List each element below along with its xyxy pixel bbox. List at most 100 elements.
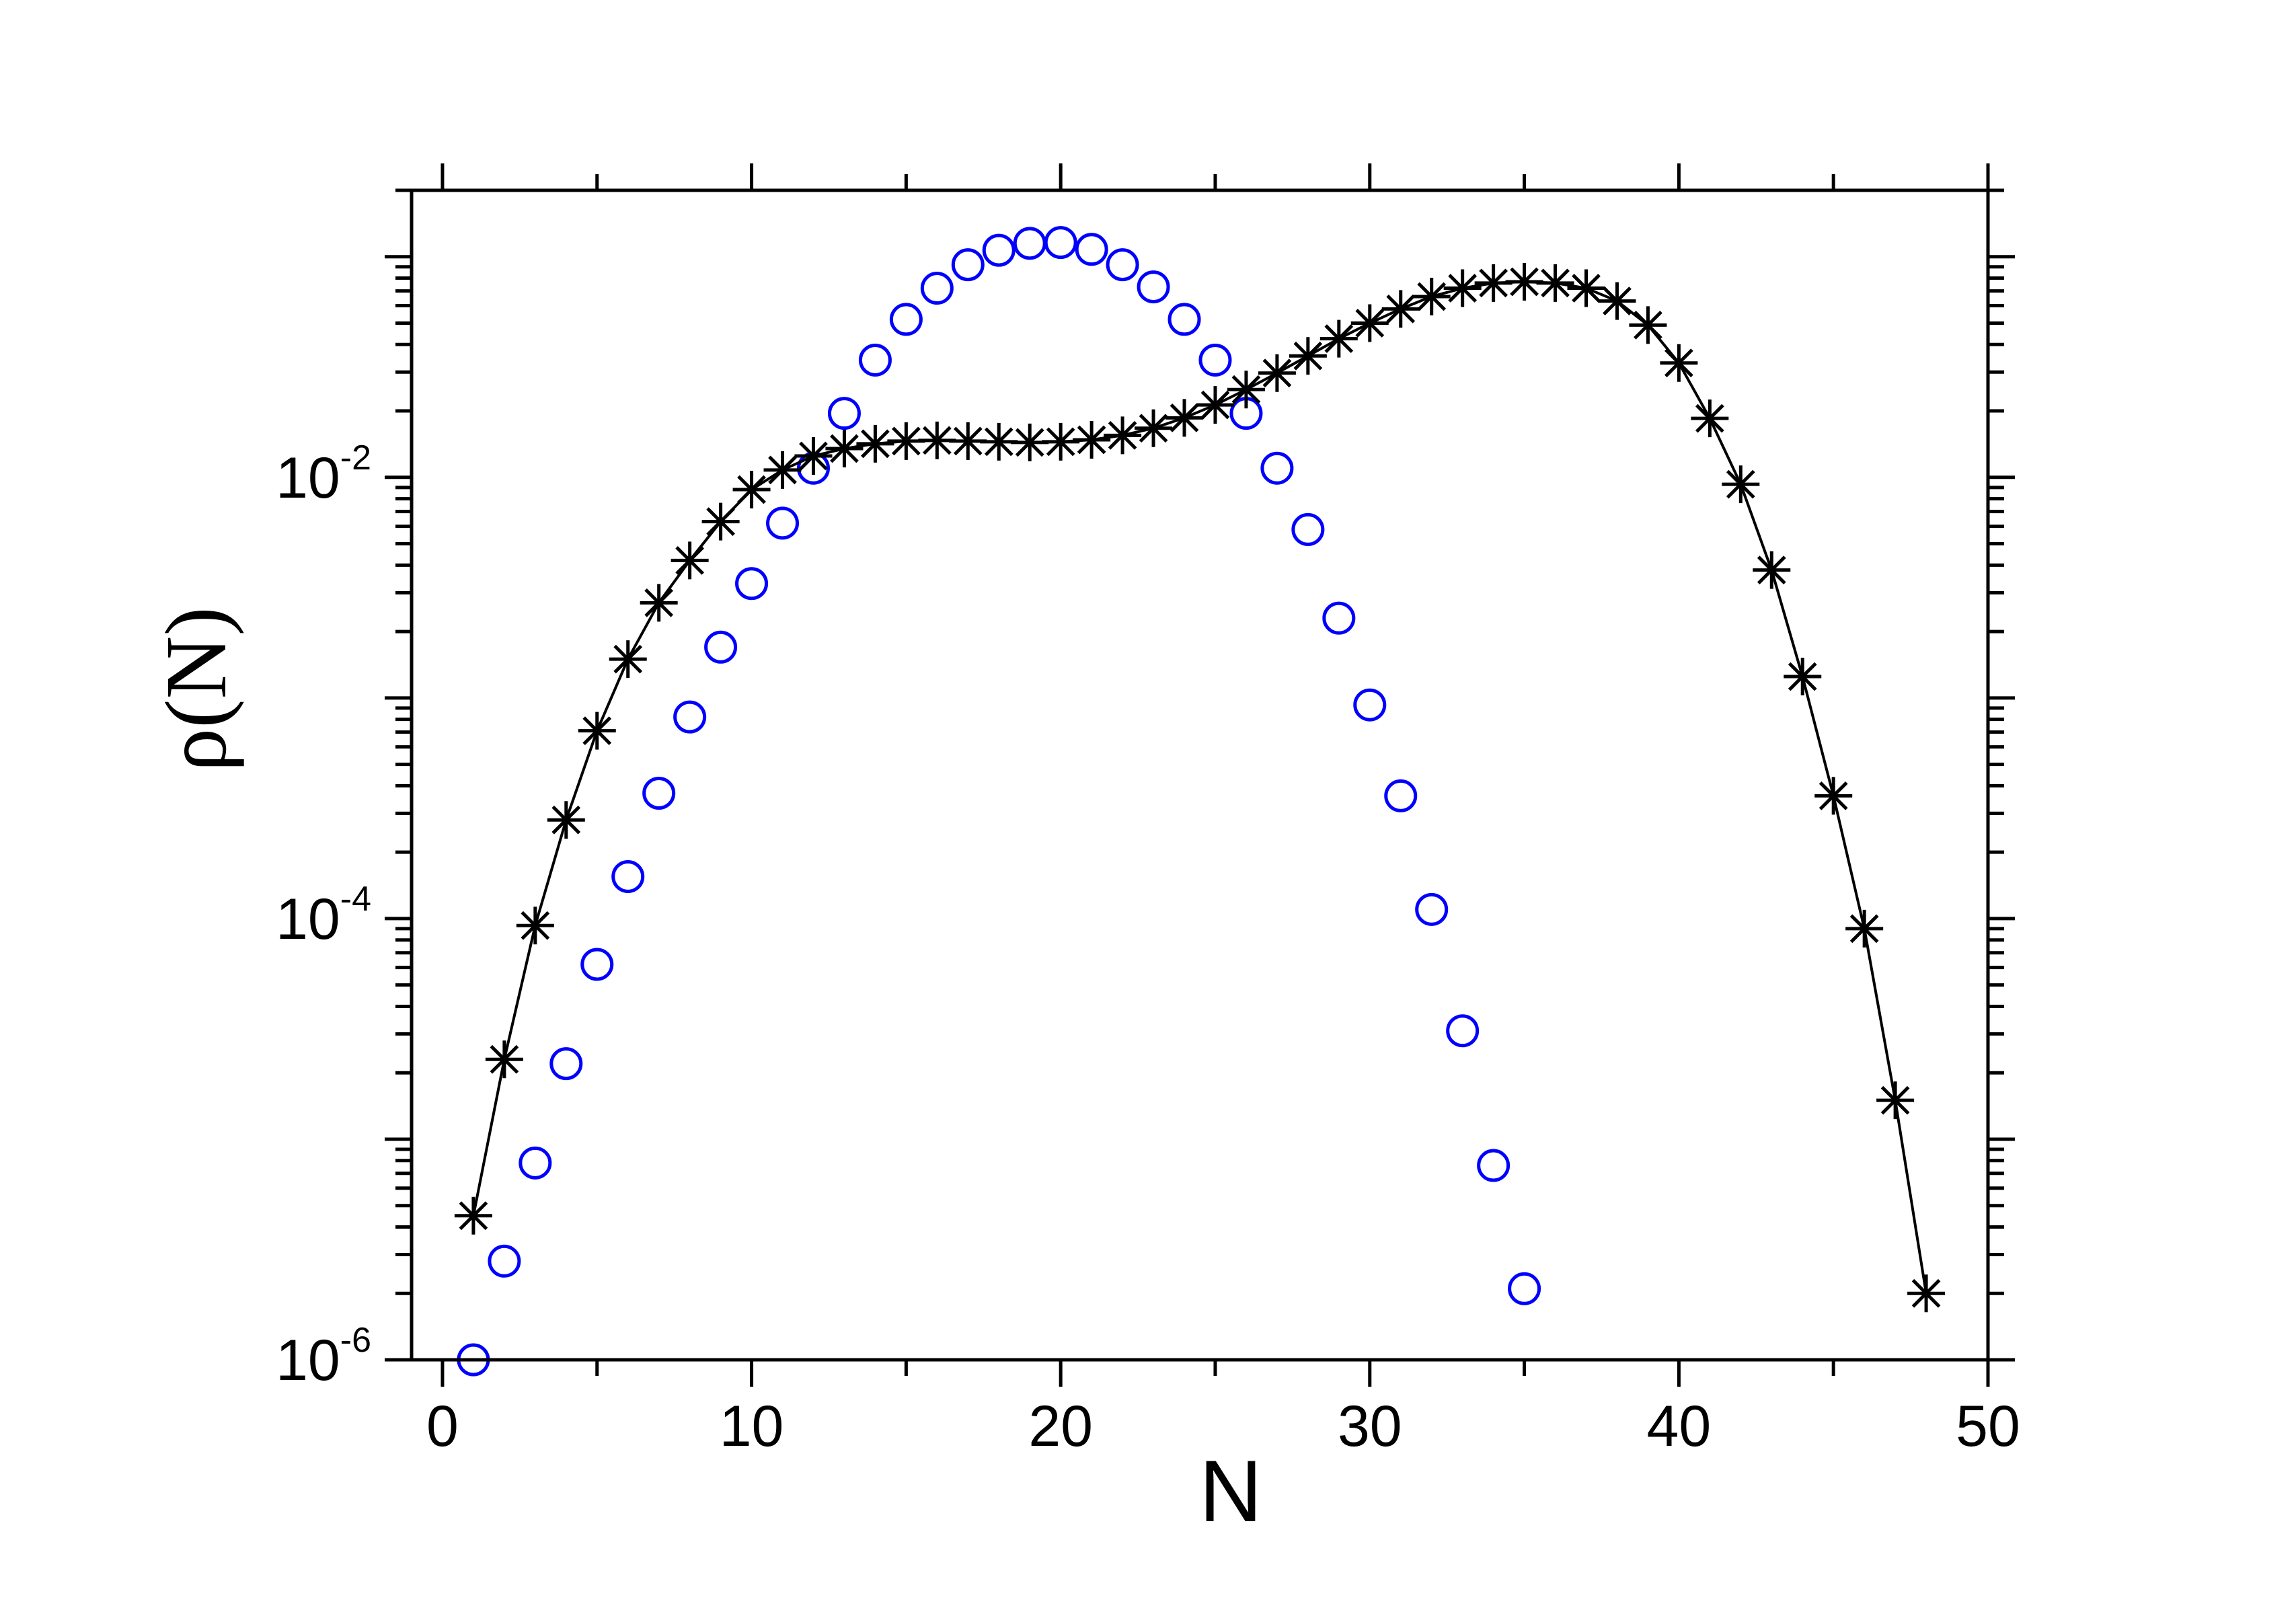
data-point: [1291, 512, 1325, 546]
y-tick-label: 10-2: [276, 438, 371, 510]
asterisk-stroke: [1541, 268, 1570, 298]
data-point: [858, 343, 892, 377]
data-point: [1691, 399, 1729, 438]
data-point: [1227, 371, 1265, 409]
data-point: [794, 437, 833, 475]
y-axis-title: ρ(N): [148, 607, 245, 771]
data-point: [1198, 343, 1232, 377]
series-circle: [457, 226, 1541, 1377]
data-point: [920, 272, 954, 305]
data-point: [1196, 386, 1234, 424]
data-point: [735, 567, 769, 601]
data-point: [1412, 277, 1451, 315]
data-point: [1044, 226, 1077, 260]
asterisk-stroke: [1880, 1085, 1910, 1115]
data-point: [1075, 233, 1108, 266]
data-point: [1753, 551, 1791, 589]
asterisk-stroke: [1849, 914, 1879, 944]
data-point: [1322, 601, 1356, 635]
asterisk-stroke: [768, 455, 797, 485]
asterisk-stroke: [459, 1201, 488, 1231]
x-axis-title: N: [1199, 1442, 1262, 1540]
data-point: [1536, 264, 1574, 302]
asterisk-stroke: [953, 426, 983, 456]
asterisk-stroke: [1015, 428, 1044, 457]
x-tick-label: 50: [1956, 1394, 2020, 1459]
asterisk-stroke: [799, 441, 828, 471]
data-point: [1106, 248, 1139, 282]
data-point: [609, 640, 647, 679]
series-asterisk: [454, 262, 1946, 1313]
asterisk-stroke: [521, 911, 550, 940]
data-point: [454, 1196, 492, 1235]
asterisk-stroke: [1293, 341, 1323, 371]
data-point: [671, 541, 709, 580]
asterisk-stroke: [984, 427, 1013, 457]
data-point: [1660, 344, 1698, 382]
asterisk-stroke: [675, 546, 705, 575]
data-point: [889, 303, 923, 336]
asterisk-stroke: [1726, 469, 1755, 499]
x-tick-label: 40: [1647, 1394, 1712, 1459]
data-point: [1289, 337, 1327, 375]
asterisk-stroke: [1479, 268, 1508, 298]
data-point: [1384, 779, 1418, 812]
asterisk-stroke: [1170, 404, 1199, 432]
data-point: [516, 907, 554, 945]
asterisk-stroke: [922, 426, 952, 455]
asterisk-stroke: [551, 805, 581, 835]
data-point: [1446, 1014, 1480, 1048]
x-tick-label: 20: [1028, 1394, 1093, 1459]
asterisk-stroke: [1510, 267, 1539, 297]
x-tick-label: 10: [720, 1394, 784, 1459]
data-point: [547, 801, 585, 839]
asterisk-stroke: [861, 429, 890, 459]
data-point: [1629, 306, 1667, 344]
data-point: [485, 1040, 523, 1079]
asterisk-stroke: [1448, 274, 1478, 303]
data-point: [982, 233, 1016, 267]
data-point: [980, 422, 1018, 461]
data-point: [488, 1244, 521, 1278]
plot-frame: [410, 188, 1990, 1362]
asterisk-stroke: [1077, 425, 1106, 455]
data-point: [549, 1047, 583, 1081]
asterisk-stroke: [582, 716, 612, 746]
asterisk-stroke: [644, 588, 674, 617]
asterisk-stroke: [1695, 404, 1724, 433]
x-tick-label: 0: [426, 1394, 459, 1459]
data-point: [642, 777, 676, 810]
asterisk-stroke: [613, 644, 643, 674]
data-point: [1876, 1081, 1915, 1120]
data-point: [763, 451, 802, 489]
data-point: [1165, 399, 1204, 437]
data-point: [766, 506, 800, 540]
axis-layer: 0 10 20 30 40 50 10-2 10-4 10-6: [276, 163, 2020, 1459]
data-point: [827, 397, 861, 430]
data-point: [1353, 688, 1387, 722]
asterisk-stroke: [706, 507, 735, 536]
data-point: [611, 859, 645, 893]
asterisk-stroke: [490, 1044, 519, 1074]
data-point: [578, 712, 616, 750]
y-tick-label: 10-6: [276, 1321, 371, 1393]
asterisk-stroke: [737, 475, 766, 504]
asterisk-stroke: [1417, 282, 1447, 311]
asterisk-stroke: [1603, 286, 1632, 315]
data-point: [1415, 892, 1449, 926]
asterisk-stroke: [1324, 324, 1354, 354]
asterisk-stroke: [1757, 555, 1786, 585]
data-point: [1477, 1149, 1510, 1182]
data-point: [1319, 319, 1358, 358]
data-point: [1260, 451, 1294, 485]
data-point: [673, 700, 707, 734]
asterisk-stroke: [1046, 427, 1075, 457]
data-point: [1722, 465, 1760, 504]
data-point: [1845, 909, 1884, 948]
x-tick-label: 30: [1338, 1394, 1402, 1459]
asterisk-stroke: [1819, 781, 1848, 810]
data-point: [856, 424, 894, 463]
asterisk-stroke: [1231, 375, 1261, 404]
